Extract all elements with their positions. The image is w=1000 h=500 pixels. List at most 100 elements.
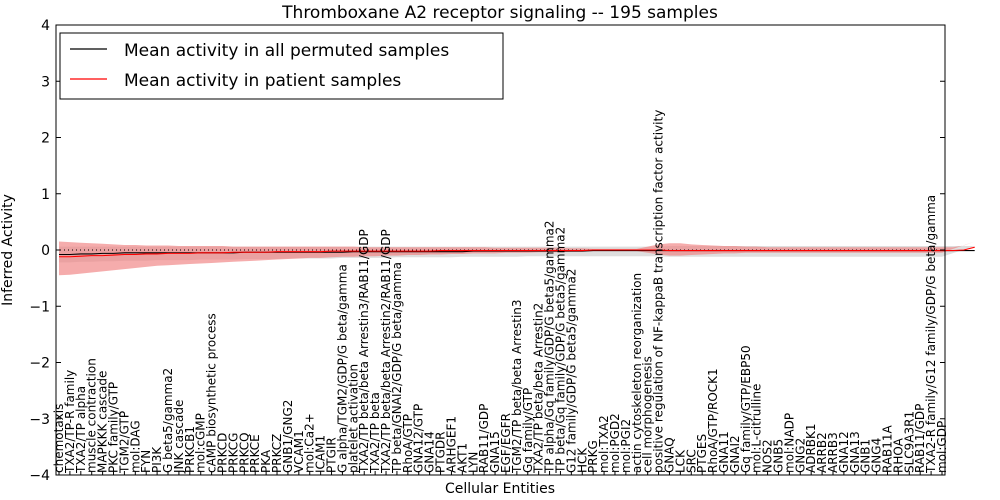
series-lines <box>59 246 975 258</box>
entity-label: ARHGEF1 <box>444 416 458 473</box>
entity-label: GNA12/GTP <box>412 404 426 473</box>
entity-label: mol:PGD2 <box>608 413 622 473</box>
legend-label-patient: Mean activity in patient samples <box>124 71 401 91</box>
entity-label: GNA14 <box>423 431 437 473</box>
entity-label: platelet activation <box>346 364 360 473</box>
y-tick-label: 2 <box>41 131 50 147</box>
entity-label: mol:cGMP <box>194 413 208 473</box>
entity-label: GNA13 <box>848 431 862 473</box>
entity-label: RHOA <box>891 437 905 473</box>
entity-label: RhoA/GTP/ROCK1 <box>706 368 720 473</box>
y-tick-label: 4 <box>41 18 50 34</box>
entity-label: PRKG <box>586 440 600 473</box>
entity-label: G12 family/GDP/G beta5/gamma2 <box>564 269 578 473</box>
entity-label: TXA2/TP beta/beta Arrestin2/RAB11/GDP <box>379 229 393 474</box>
entity-label: PTGES <box>695 434 709 473</box>
entity-label: Gq family/GTP <box>521 388 535 473</box>
line-series-1 <box>59 246 975 258</box>
entity-label: PTGDR <box>434 432 448 473</box>
entity-label: ARRB3 <box>826 432 840 473</box>
entity-label: EGF/EGFR <box>499 413 513 473</box>
entity-label: TXA2-R family/G12 family/GDP/G beta/gamm… <box>924 195 938 474</box>
entity-label: PRKCZ <box>270 434 284 473</box>
entity-label: ICAM1 <box>314 435 328 473</box>
entity-label: MAPKKK cascade <box>96 371 110 473</box>
entity-label: mol:GDP <box>935 421 949 473</box>
entity-label: GNB1/GNG2 <box>281 400 295 473</box>
entity-label: GNG4 <box>870 438 884 473</box>
entity-label: HCK <box>575 447 589 473</box>
entity-label: GNA12 <box>837 431 851 473</box>
entity-label: TGM2/TP beta/beta Arrestin3 <box>510 299 524 474</box>
entity-label: SRC <box>684 449 698 473</box>
entity-label: TXA2/TP-R family <box>63 370 77 474</box>
entity-label: RAB11/GDP <box>477 404 491 473</box>
entity-label: GNB1 <box>859 439 873 473</box>
entity-label: mol:Ca2+ <box>303 413 317 473</box>
entity-label: GNA15 <box>488 431 502 473</box>
legend: Mean activity in all permuted samples Me… <box>59 32 504 100</box>
entity-label: PRKCD <box>216 433 230 473</box>
y-tick-label: 3 <box>41 74 50 90</box>
entity-label: mol:L-citrulline <box>750 384 764 473</box>
entity-label: TP beta/GNAI2/GDP/G beta/gamma <box>390 262 404 474</box>
entity-label: TP alpha/Gq family/GDP/G beta5/gamma2 <box>543 220 557 474</box>
y-tick-label: −4 <box>29 468 50 484</box>
entity-label: RAB11A <box>880 424 894 473</box>
entity-label: PKA <box>259 449 273 473</box>
entity-label: TP beta/Gq family/GDP/G beta5/gamma2 <box>553 227 567 474</box>
entity-label: GNA11 <box>717 431 731 473</box>
entity-label: mol:PGI2 <box>619 419 633 473</box>
entity-label: GNB5 <box>771 439 785 473</box>
entity-label: G alpha/TGM2/GDP/G beta/gamma <box>335 264 349 473</box>
entity-label: SLC9A3R1 <box>902 411 916 473</box>
y-tick-label: 0 <box>41 243 50 259</box>
y-tick-label: −3 <box>29 412 50 428</box>
entity-label: PRKCE <box>248 434 262 473</box>
x-axis-label: Cellular Entities <box>445 481 555 497</box>
entity-label: AKT1 <box>455 443 469 473</box>
y-tick-label: −2 <box>29 356 50 372</box>
entity-label: LYN <box>466 452 480 473</box>
entity-label: TXA2/TP beta/beta Arrestin2 <box>532 303 546 474</box>
entity-label: mol:DAG <box>128 420 142 473</box>
y-tick-label: −1 <box>29 299 50 315</box>
entity-label: GNAI2 <box>728 435 742 473</box>
entity-label: mol:NADP <box>782 413 796 473</box>
band-series-1 <box>59 241 975 276</box>
entity-label: JNK cascade <box>172 400 186 474</box>
entity-label: TXA2/TP alpha <box>74 386 88 474</box>
chart-title: Thromboxane A2 receptor signaling -- 195… <box>281 3 718 23</box>
entity-label: TXA2/TP beta/beta Arrestin3/RAB11/GDP <box>357 229 371 474</box>
entity-label: actin cytoskeleton reorganization <box>630 273 644 473</box>
entity-label: cell morphogenesis <box>641 356 655 473</box>
entity-label: G beta5/gamma2 <box>161 368 175 473</box>
entity-label: muscle contraction <box>85 358 99 473</box>
entity-label: TGM2/GTP <box>117 411 131 474</box>
entity-label: NOS2 <box>761 439 775 473</box>
y-axis-label: Inferred Activity <box>0 194 16 306</box>
confidence-bands <box>59 241 975 276</box>
legend-box <box>59 32 504 100</box>
entity-label: PRKCB1 <box>183 426 197 473</box>
y-axis-ticks: −4 −3 −2 −1 0 1 2 3 4 <box>29 18 945 484</box>
entity-label: FYN <box>139 450 153 473</box>
entity-label: RhoA/GTP <box>401 414 415 473</box>
entity-label: positive regulation of NF-kappaB transcr… <box>652 110 666 473</box>
entity-label: LCK <box>673 449 687 473</box>
entity-label: PKC family/GTP <box>107 382 121 473</box>
entity-label: cAMP biosynthetic process <box>205 313 219 473</box>
entity-label: PTGIR <box>325 437 339 473</box>
entity-label: TXA2/TP beta <box>368 392 382 474</box>
entity-label: ARRB2 <box>815 432 829 473</box>
entity-label: PRKCG <box>226 433 240 473</box>
legend-label-permuted: Mean activity in all permuted samples <box>124 41 449 61</box>
entity-label: GNG2 <box>793 438 807 473</box>
y-tick-label: 1 <box>41 187 50 203</box>
entity-label: PRKCQ <box>237 432 251 473</box>
entity-label: VCAM1 <box>292 430 306 473</box>
entity-label: ADRBK1 <box>804 423 818 473</box>
entity-label: mol:TXA2 <box>597 415 611 473</box>
